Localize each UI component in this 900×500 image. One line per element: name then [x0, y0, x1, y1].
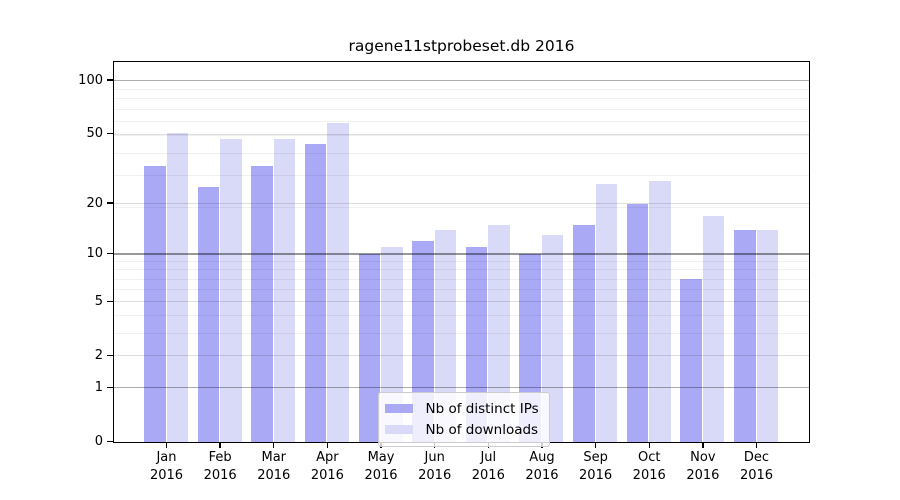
bar-distinct-ips-sep: [573, 224, 595, 442]
x-axis-tick: [165, 443, 168, 448]
bar-distinct-ips-mar: [251, 165, 273, 442]
y-axis-tick-label: 10: [86, 246, 103, 262]
bar-downloads-sep: [595, 183, 618, 442]
x-axis-tick: [594, 443, 597, 448]
bar-distinct-ips-feb: [197, 186, 220, 442]
x-axis-tick-label: Nov 2016: [686, 450, 720, 483]
bar-downloads-apr: [327, 122, 349, 442]
gridline-y-3: [114, 332, 809, 334]
plot-area: [113, 61, 810, 443]
gridline-y-9: [114, 261, 809, 263]
x-axis-tick-label: Jul 2016: [471, 450, 505, 483]
x-axis-tick: [219, 443, 221, 448]
bar-downloads-feb: [220, 138, 242, 442]
y-axis-tick-label: 1: [94, 379, 103, 395]
gridline-y-20: [114, 203, 809, 205]
gridline-y-29: [114, 175, 809, 177]
y-axis-tick-label: 20: [86, 195, 103, 211]
x-axis-tick-label: Jun 2016: [418, 450, 452, 483]
y-axis-tick: [107, 354, 113, 357]
gridline-y-100: [114, 79, 809, 82]
gridline-y-5: [114, 301, 809, 303]
y-axis-tick: [107, 202, 113, 204]
x-axis-tick-label: May 2016: [364, 450, 398, 483]
x-axis-tick-label: Oct 2016: [632, 450, 666, 483]
chart-title: ragene11stprobeset.db 2016: [348, 37, 575, 55]
y-axis-tick-label: 50: [86, 126, 103, 142]
y-axis-tick-label: 100: [78, 72, 103, 88]
x-axis-tick-label: Feb 2016: [203, 450, 237, 483]
x-axis-tick-label: Sep 2016: [579, 450, 613, 483]
x-axis-tick-label: Aug 2016: [525, 450, 559, 483]
legend-label: Nb of downloads: [425, 421, 539, 438]
x-axis-tick-label: Dec 2016: [739, 450, 774, 483]
y-axis-tick: [107, 386, 113, 388]
gridline-y-69: [114, 108, 809, 110]
gridline-y-49: [114, 135, 809, 137]
bar-distinct-ips-may: [358, 254, 381, 442]
bar-downloads-jul: [488, 224, 510, 442]
y-axis-tick-label: 0: [94, 434, 103, 449]
bar-downloads-oct: [649, 181, 671, 442]
bar-downloads-mar: [273, 138, 296, 442]
x-axis-tick-label: Apr 2016: [310, 450, 344, 483]
gridline-y-59: [114, 120, 809, 122]
gridline-y-1: [114, 387, 809, 389]
x-axis-tick: [702, 443, 704, 448]
y-axis-tick-label: 2: [94, 347, 103, 363]
y-axis-tick: [107, 300, 113, 302]
x-axis-tick: [648, 443, 650, 448]
bar-downloads-jan: [166, 132, 188, 442]
y-axis-tick: [107, 253, 113, 255]
y-axis-tick-label: 5: [94, 293, 103, 309]
gridline-y-4: [114, 315, 809, 317]
bar-downloads-nov: [702, 215, 725, 442]
gridline-y-6: [114, 289, 809, 291]
y-axis-tick: [107, 132, 113, 135]
bar-downloads-jun: [434, 229, 457, 442]
x-axis-tick: [326, 443, 329, 448]
gridline-y-2: [114, 355, 809, 357]
y-axis-tick: [107, 440, 113, 443]
gridline-y-10: [114, 253, 809, 255]
gridline-y-7: [114, 278, 809, 280]
gridline-y-8: [114, 269, 809, 271]
gridline-y-79: [114, 98, 809, 100]
bar-distinct-ips-apr: [304, 143, 327, 442]
gridline-y-50: [114, 133, 809, 135]
x-axis-tick-label: Mar 2016: [257, 450, 291, 483]
legend: Nb of distinct IPs Nb of downloads: [378, 392, 550, 447]
legend-item: Nb of distinct IPs: [384, 398, 539, 419]
x-axis-tick: [755, 443, 758, 448]
x-axis-tick: [273, 443, 275, 448]
bar-distinct-ips-jan: [144, 165, 166, 442]
legend-swatch: [384, 403, 413, 414]
bar-distinct-ips-dec: [734, 229, 756, 442]
bar-distinct-ips-oct: [626, 203, 649, 442]
legend-swatch: [384, 424, 413, 435]
bar-downloads-aug: [541, 235, 564, 442]
x-axis-tick-label: Jan 2016: [149, 450, 184, 483]
legend-item: Nb of downloads: [384, 419, 539, 440]
bar-distinct-ips-nov: [680, 279, 702, 442]
bar-distinct-ips-jun: [412, 241, 434, 442]
gridline-y-39: [114, 152, 809, 154]
gridline-y-89: [114, 89, 809, 91]
y-axis-tick: [107, 79, 113, 81]
legend-label: Nb of distinct IPs: [425, 400, 539, 417]
gridline-y-19: [114, 206, 809, 208]
bar-downloads-dec: [756, 229, 778, 442]
